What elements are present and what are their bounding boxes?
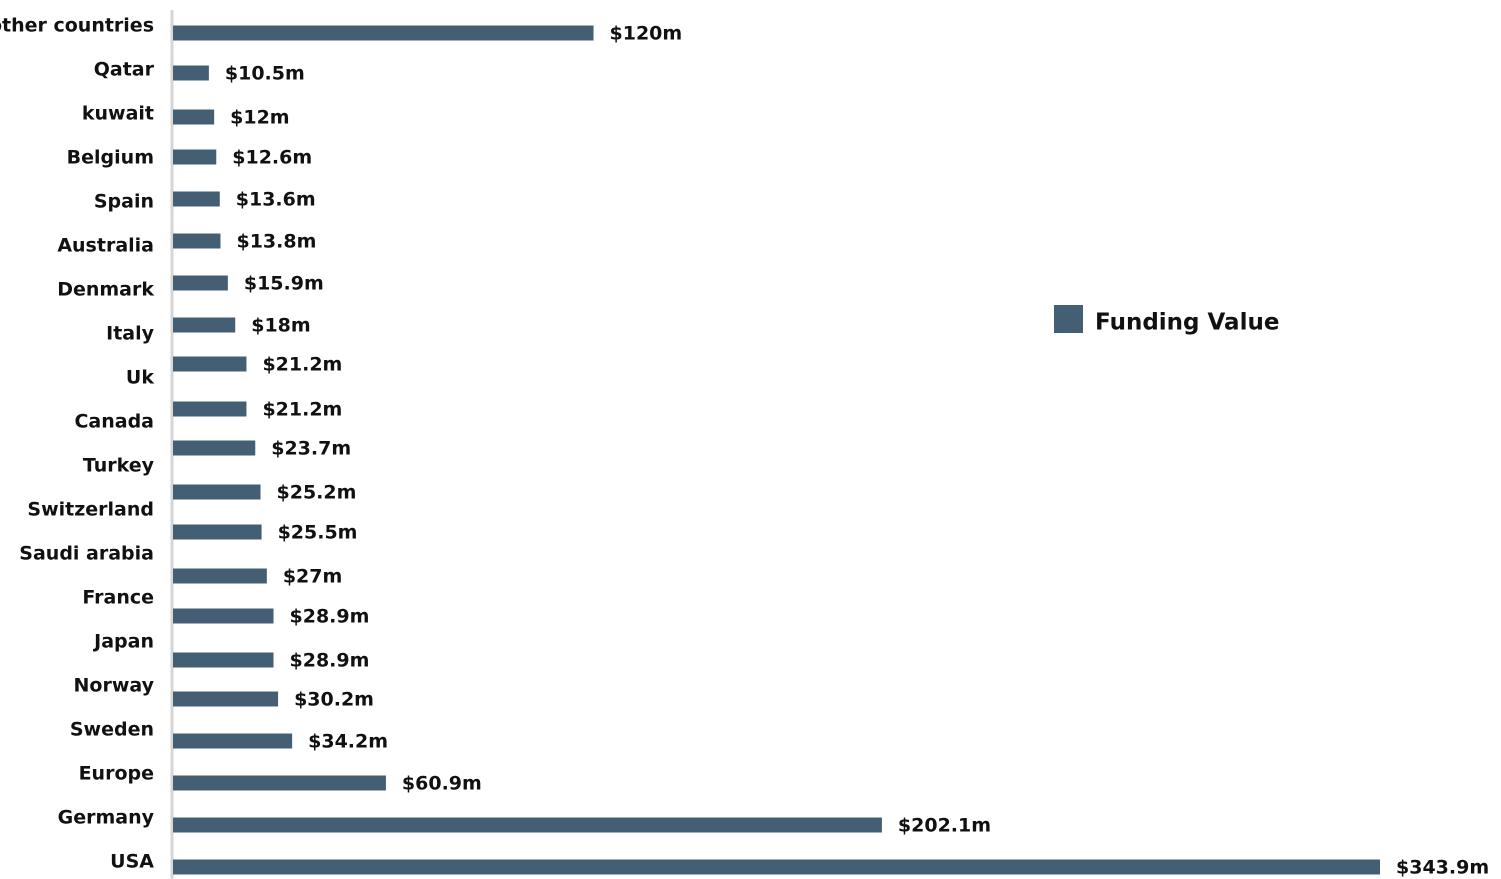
legend: Funding Value	[1054, 305, 1279, 336]
category-label: Sweden	[70, 719, 154, 741]
data-label: $60.9m	[402, 773, 482, 795]
bar	[173, 775, 386, 791]
data-label: $12m	[230, 107, 289, 129]
category-label: Saudi arabia	[19, 543, 154, 565]
category-label: Norway	[74, 675, 155, 697]
category-label: Japan	[92, 631, 154, 653]
data-label: $34.2m	[308, 731, 388, 753]
bar	[173, 317, 236, 333]
bar	[173, 275, 228, 291]
bar	[173, 691, 279, 707]
data-label: $12.6m	[232, 147, 312, 169]
data-label: $21.2m	[262, 354, 342, 376]
category-label: Australia	[57, 235, 154, 257]
bar	[173, 149, 217, 165]
legend-swatch	[1054, 305, 1083, 333]
category-label: Belgium	[67, 147, 154, 169]
bar	[173, 484, 261, 500]
category-label: Germany	[58, 807, 155, 829]
data-label: $28.9m	[290, 606, 370, 628]
category-label: Qatar	[94, 59, 155, 81]
bars-layer	[173, 25, 1380, 875]
legend-label: Funding Value	[1095, 310, 1279, 336]
data-label: $343.9m	[1396, 857, 1489, 879]
category-label: Spain	[94, 191, 154, 213]
bar	[173, 233, 221, 249]
data-label: $21.2m	[262, 399, 342, 421]
data-label: $10.5m	[225, 63, 305, 85]
value-labels: $120m $10.5m $12m $12.6m $13.6m $13.8m $15.9m $…	[225, 23, 1489, 879]
data-label: $13.8m	[236, 231, 316, 253]
data-label: $15.9m	[244, 273, 324, 295]
bar	[173, 109, 215, 125]
category-label: Europe	[79, 763, 154, 785]
bar	[173, 65, 209, 81]
bar	[173, 191, 220, 207]
data-label: $23.7m	[271, 438, 351, 460]
bar	[173, 440, 256, 456]
category-label: Canada	[74, 411, 154, 433]
bar	[173, 652, 274, 668]
data-label: $18m	[251, 315, 310, 337]
category-label: Uk	[126, 367, 154, 389]
bar	[173, 733, 293, 749]
category-labels: other countries Qatar kuwait Belgium Spain Au…	[0, 15, 155, 873]
bar	[173, 608, 274, 624]
category-label: USA	[110, 851, 154, 873]
bar	[173, 25, 594, 41]
bar	[173, 859, 1380, 875]
bar	[173, 568, 267, 584]
data-label: $27m	[283, 566, 342, 588]
data-label: $25.2m	[277, 482, 357, 504]
bar	[173, 817, 882, 833]
category-label: Italy	[106, 323, 154, 345]
category-label: Denmark	[57, 279, 154, 301]
bar	[173, 401, 247, 417]
data-label: $30.2m	[294, 689, 374, 711]
data-label: $120m	[610, 23, 683, 45]
category-label: kuwait	[82, 103, 154, 125]
category-label: Switzerland	[27, 499, 154, 521]
data-label: $13.6m	[236, 189, 316, 211]
bar	[173, 356, 247, 372]
category-label: other countries	[0, 15, 154, 37]
category-label: France	[82, 587, 154, 609]
data-label: $202.1m	[898, 815, 991, 837]
data-label: $25.5m	[278, 522, 358, 544]
category-label: Turkey	[83, 455, 155, 477]
data-label: $28.9m	[290, 650, 370, 672]
bar	[173, 524, 262, 540]
